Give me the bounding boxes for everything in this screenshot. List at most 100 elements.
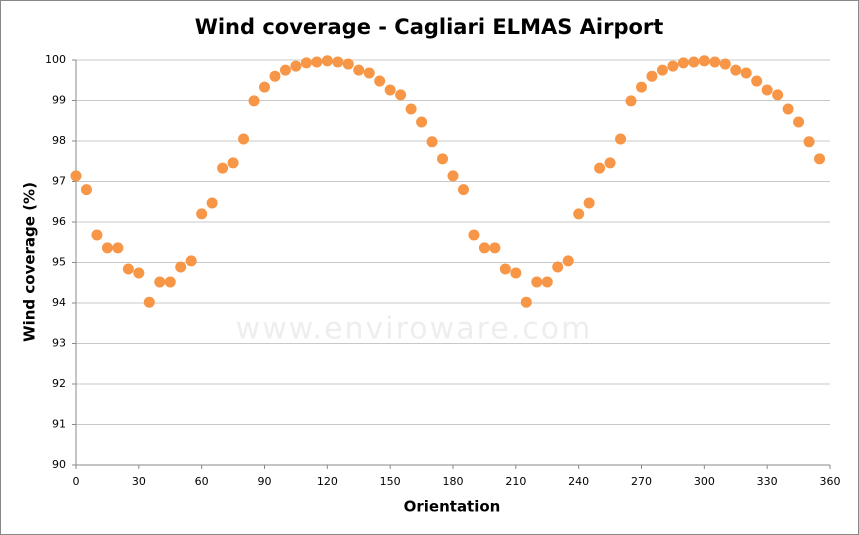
x-tick-label: 330: [757, 475, 778, 488]
x-tick-label: 150: [380, 475, 401, 488]
point: [573, 208, 585, 220]
point: [112, 242, 124, 254]
y-tick-label: 99: [52, 94, 66, 107]
point: [80, 184, 92, 196]
x-tick-label: 60: [195, 475, 209, 488]
point: [311, 56, 323, 68]
point: [185, 255, 197, 267]
x-tick-label: 300: [694, 475, 715, 488]
point: [656, 64, 668, 76]
x-tick-label: 30: [132, 475, 146, 488]
y-tick-label: 96: [52, 215, 66, 228]
point: [447, 170, 459, 182]
y-tick-label: 95: [52, 256, 66, 269]
point: [457, 184, 469, 196]
point: [510, 267, 522, 279]
chart-title: Wind coverage - Cagliari ELMAS Airport: [195, 15, 664, 39]
point: [133, 267, 145, 279]
point: [489, 242, 501, 254]
point: [342, 58, 354, 70]
point: [740, 67, 752, 79]
y-tick-label: 90: [52, 458, 66, 471]
point: [154, 276, 166, 288]
point: [552, 261, 564, 273]
y-tick-label: 98: [52, 134, 66, 147]
point: [227, 157, 239, 169]
point: [478, 242, 490, 254]
point: [321, 55, 333, 67]
point: [772, 89, 784, 101]
point: [248, 95, 260, 107]
point: [374, 75, 386, 87]
point: [698, 55, 710, 67]
point: [259, 81, 270, 93]
point: [793, 116, 805, 128]
point: [217, 162, 229, 174]
point: [751, 75, 763, 87]
point: [531, 276, 543, 288]
y-tick-label: 100: [45, 53, 66, 66]
point: [196, 208, 208, 220]
point: [290, 60, 302, 72]
y-tick-label: 93: [52, 337, 66, 350]
point: [615, 133, 627, 145]
x-tick-label: 210: [505, 475, 526, 488]
point: [541, 276, 553, 288]
point: [499, 263, 511, 275]
x-tick-label: 270: [631, 475, 652, 488]
point: [363, 67, 375, 79]
watermark: www.enviroware.com: [236, 312, 593, 347]
point: [604, 157, 616, 169]
x-tick-label: 0: [73, 475, 80, 488]
x-tick-label: 360: [820, 475, 841, 488]
x-tick-label: 180: [443, 475, 464, 488]
point: [688, 56, 700, 68]
point: [353, 64, 365, 76]
point: [646, 70, 658, 82]
point: [175, 261, 187, 273]
point: [143, 296, 155, 308]
x-axis-label: Orientation: [404, 498, 501, 516]
point: [405, 103, 417, 115]
point: [122, 263, 134, 275]
point: [269, 70, 281, 82]
point: [70, 170, 82, 182]
point: [238, 133, 250, 145]
y-axis-label: Wind coverage (%): [21, 182, 39, 342]
point: [730, 64, 742, 76]
y-tick-label: 91: [52, 418, 66, 431]
x-tick-label: 90: [258, 475, 272, 488]
point: [300, 57, 312, 69]
point: [761, 84, 773, 96]
y-tick-label: 94: [52, 296, 66, 309]
point: [332, 56, 344, 68]
point: [520, 296, 532, 308]
point: [677, 57, 689, 69]
point: [814, 153, 826, 165]
point: [426, 136, 438, 148]
point: [437, 153, 449, 165]
y-tick-label: 92: [52, 377, 66, 390]
point: [468, 229, 480, 241]
point: [782, 103, 794, 115]
point: [279, 64, 291, 76]
point: [667, 60, 679, 72]
point: [709, 56, 721, 68]
x-tick-label: 120: [317, 475, 338, 488]
point: [164, 276, 176, 288]
point: [562, 255, 574, 267]
point: [395, 89, 407, 101]
point: [636, 81, 647, 93]
point: [719, 58, 731, 70]
point: [91, 229, 103, 241]
point: [384, 84, 396, 96]
y-tick-label: 97: [52, 175, 66, 188]
point: [583, 197, 595, 209]
point: [625, 95, 637, 107]
point: [803, 136, 815, 148]
point: [594, 162, 606, 174]
point: [206, 197, 218, 209]
